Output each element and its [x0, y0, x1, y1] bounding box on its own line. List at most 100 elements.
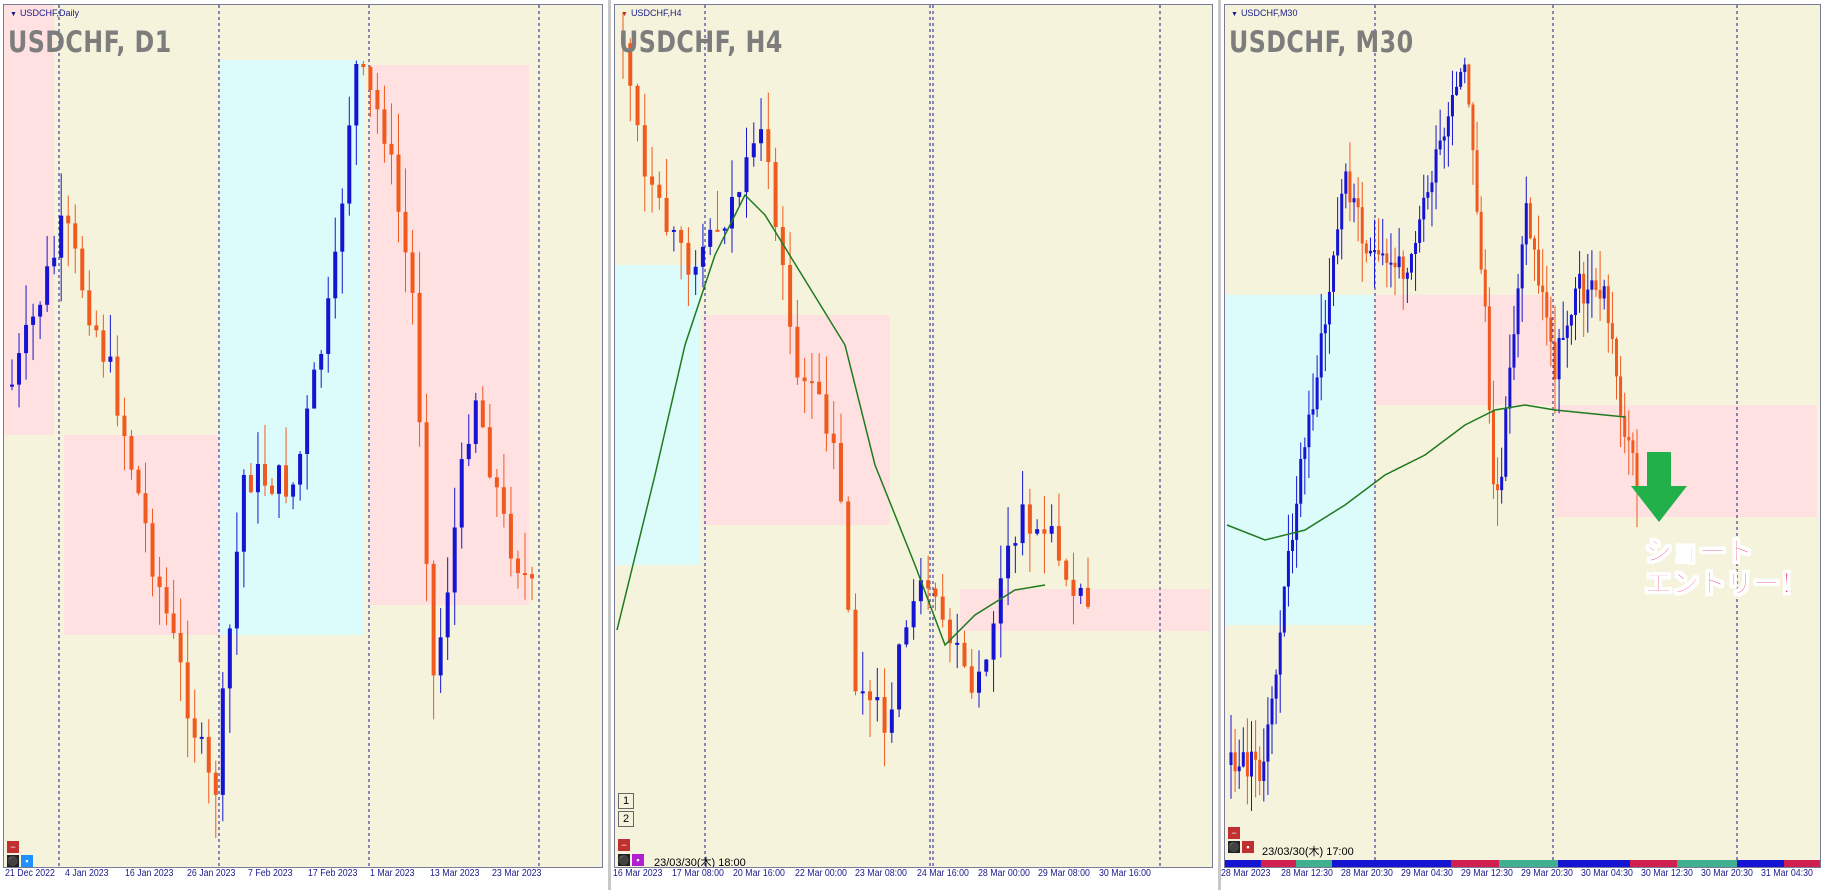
- candle-body: [679, 229, 684, 243]
- candle-body: [1619, 376, 1623, 416]
- chart-symbol-label: ▼ USDCHF,H4: [621, 8, 682, 18]
- chart-plot-h4[interactable]: ▼ USDCHF,H4 USDCHF, H4 1 2 − ⚫ ▪ 23/03/30…: [614, 4, 1213, 868]
- close-chart-icon[interactable]: −: [1228, 827, 1240, 839]
- candle-body: [515, 558, 520, 574]
- candle-body: [1323, 324, 1327, 334]
- candle-body: [80, 248, 85, 291]
- candle-body: [1035, 529, 1040, 534]
- candle-body: [1311, 409, 1315, 415]
- candle-body: [650, 176, 655, 185]
- candle-body: [1389, 262, 1393, 265]
- candle-body: [101, 330, 106, 362]
- session-segment: [1332, 860, 1452, 867]
- candle-body: [389, 143, 394, 155]
- candle-body: [94, 325, 99, 331]
- candle-body: [1430, 182, 1434, 193]
- candle-body: [846, 501, 851, 610]
- candle-body: [1336, 229, 1340, 256]
- one-click-trading-icon[interactable]: ⚫: [618, 854, 630, 866]
- candle-body: [729, 196, 734, 229]
- down-arrow-icon: [1631, 452, 1687, 522]
- candle-body: [1578, 273, 1582, 289]
- zone-button-1[interactable]: 1: [618, 793, 634, 809]
- candle-body: [853, 609, 858, 692]
- one-click-trading-icon[interactable]: ⚫: [1228, 841, 1240, 853]
- candle-body: [1071, 579, 1076, 596]
- candle-body: [255, 463, 260, 493]
- candle-body: [809, 381, 814, 384]
- candle-body: [1262, 761, 1266, 782]
- session-segment: [1451, 860, 1499, 867]
- candle-body: [45, 266, 50, 305]
- candle-body: [10, 384, 14, 387]
- candle-body: [410, 252, 415, 293]
- panel-divider[interactable]: [608, 0, 611, 890]
- candle-body: [1237, 766, 1241, 772]
- x-tick-label: 29 Mar 08:00: [1038, 868, 1090, 879]
- price-zone: [1375, 295, 1553, 405]
- candle-body: [1299, 458, 1303, 504]
- session-segment: [1260, 860, 1297, 867]
- one-click-trading-icon[interactable]: ⚫: [7, 855, 19, 867]
- indicator-toggle-icon[interactable]: ▪: [632, 854, 644, 866]
- candle-body: [1348, 171, 1352, 203]
- candle-body: [1537, 249, 1541, 286]
- candle-body: [1504, 408, 1508, 477]
- candle-body: [66, 215, 71, 224]
- close-chart-icon[interactable]: −: [7, 841, 19, 853]
- candle-body: [87, 290, 92, 326]
- x-tick-label: 24 Mar 16:00: [917, 868, 969, 879]
- indicator-toggle-icon[interactable]: ▪: [21, 855, 33, 867]
- candle-body: [1463, 64, 1467, 72]
- chart-title: USDCHF, D1: [8, 25, 172, 59]
- candle-body: [1491, 410, 1495, 485]
- candle-body: [1258, 759, 1262, 782]
- candle-body: [1401, 256, 1405, 279]
- candle-body: [700, 246, 705, 267]
- x-tick-label: 30 Mar 20:30: [1701, 868, 1753, 879]
- candle-body: [868, 691, 873, 701]
- candle-body: [1282, 586, 1286, 633]
- indicator-toggle-icon[interactable]: ▪: [1242, 841, 1254, 853]
- candle-body: [480, 400, 485, 428]
- x-tick-label: 1 Mar 2023: [370, 868, 415, 879]
- chart-plot-d1[interactable]: ▼ USDCHF,Daily USDCHF, D1 − ⚫ ▪: [3, 4, 603, 868]
- zone-button-2[interactable]: 2: [618, 811, 634, 827]
- candle-body: [1270, 698, 1274, 725]
- candle-body: [933, 588, 938, 597]
- candle-body: [1086, 587, 1090, 607]
- candle-body: [1344, 171, 1348, 194]
- close-chart-icon[interactable]: −: [618, 839, 630, 851]
- session-segment: [1498, 860, 1559, 867]
- candle-body: [234, 551, 239, 629]
- session-segment: [1558, 860, 1630, 867]
- chart-panel-d1[interactable]: ▼ USDCHF,Daily USDCHF, D1 − ⚫ ▪ 21 Dec 20…: [0, 0, 608, 890]
- candle-body: [1450, 95, 1454, 117]
- candle-body: [759, 129, 764, 144]
- chart-panel-m30[interactable]: ▼ USDCHF,M30 USDCHF, M30 − ⚫ ▪ 23/03/30(木…: [1221, 0, 1824, 890]
- panel-divider[interactable]: [1218, 0, 1221, 890]
- candle-body: [766, 129, 771, 163]
- price-zone: [369, 65, 529, 605]
- candle-body: [368, 67, 373, 90]
- candle-body: [1541, 285, 1545, 293]
- candle-body: [1614, 338, 1618, 377]
- candle-body: [473, 400, 478, 444]
- chart-plot-m30[interactable]: ▼ USDCHF,M30 USDCHF, M30 − ⚫ ▪ 23/03/30(木…: [1224, 4, 1821, 868]
- candle-body: [1340, 193, 1344, 230]
- chart-panel-h4[interactable]: ▼ USDCHF,H4 USDCHF, H4 1 2 − ⚫ ▪ 23/03/30…: [611, 0, 1218, 890]
- candle-body: [1590, 280, 1594, 290]
- candle-body: [751, 143, 756, 158]
- candle-body: [1528, 203, 1532, 239]
- candle-body: [737, 192, 742, 197]
- candle-body: [375, 89, 380, 110]
- candle-body: [1532, 238, 1536, 250]
- annotation-line-2: エントリー！: [1645, 569, 1808, 600]
- candle-body: [1459, 71, 1463, 87]
- candle-body: [129, 436, 134, 470]
- candle-body: [1426, 192, 1430, 198]
- candle-body: [466, 443, 471, 460]
- candle-body: [882, 697, 887, 733]
- candle-body: [1303, 447, 1307, 459]
- candle-body: [1241, 752, 1245, 767]
